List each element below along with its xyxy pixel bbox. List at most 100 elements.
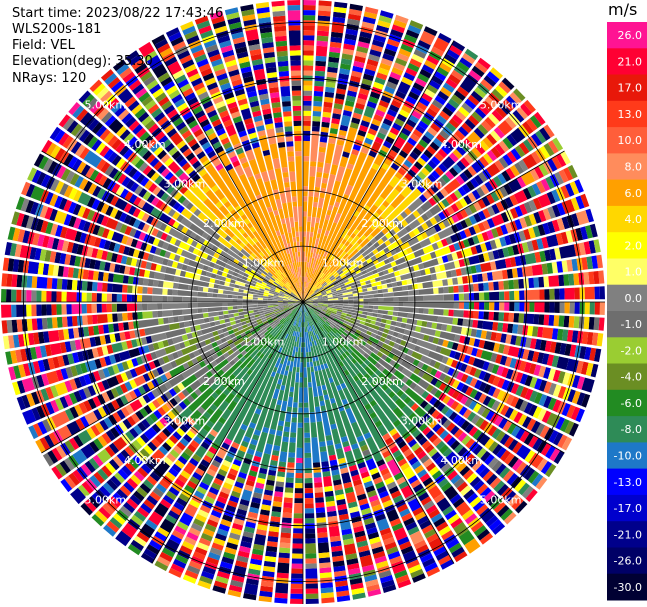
ray-gate xyxy=(348,567,361,575)
ray-gate xyxy=(387,29,420,85)
ray-gate xyxy=(332,560,345,567)
ray-gate xyxy=(338,457,346,465)
ray-gate xyxy=(146,391,156,401)
ray-gate xyxy=(202,566,216,575)
ray-gate xyxy=(304,493,318,579)
ray-gate xyxy=(161,139,172,149)
ray-gate xyxy=(150,172,285,287)
ray-gate xyxy=(242,14,303,302)
ray-gate xyxy=(419,194,428,203)
ppi-ray xyxy=(194,15,303,302)
ray-gate xyxy=(450,191,556,243)
ray-gate xyxy=(305,553,317,559)
ray-gate xyxy=(303,260,568,302)
ray-gate xyxy=(83,358,139,385)
ray-gate xyxy=(527,176,555,198)
ray-gate xyxy=(11,274,18,287)
ray-gate xyxy=(147,442,172,467)
ray-gate xyxy=(221,114,237,137)
ray-gate xyxy=(210,459,242,519)
ray-gate xyxy=(139,502,169,539)
ray-gate xyxy=(274,502,293,599)
ray-gate xyxy=(149,157,160,168)
ray-gate xyxy=(68,102,137,163)
ray-gate xyxy=(250,53,263,61)
range-ring-label: 4.00km xyxy=(440,138,482,151)
ppi-ray xyxy=(303,302,604,347)
ray-gate xyxy=(316,517,334,599)
ray-gate xyxy=(407,62,420,73)
ray-gate xyxy=(401,76,413,86)
ray-gate xyxy=(303,302,453,458)
ray-gate xyxy=(171,150,201,183)
ray-gate xyxy=(218,471,247,532)
ray-gate xyxy=(514,479,538,502)
ray-gate xyxy=(184,447,194,457)
ray-gate xyxy=(539,124,555,141)
ray-gate xyxy=(144,119,156,130)
ray-gate xyxy=(510,396,520,408)
ray-gate xyxy=(408,114,420,124)
ray-gate xyxy=(380,95,392,104)
ppi-ray xyxy=(303,0,316,302)
ray-gate xyxy=(542,327,589,345)
ray-gate xyxy=(279,547,291,554)
colorbar-band xyxy=(607,416,647,443)
ray-gate xyxy=(116,294,122,302)
ray-gate xyxy=(580,226,588,240)
ray-gate xyxy=(426,40,466,94)
ray-gate xyxy=(532,225,541,238)
ray-gate xyxy=(126,294,132,302)
ppi-ray xyxy=(303,302,494,545)
ray-gate xyxy=(443,118,538,195)
ray-gate xyxy=(240,4,272,115)
ray-gate xyxy=(162,307,290,364)
ray-gate xyxy=(238,304,279,313)
range-ring-label: 2.00km xyxy=(361,375,403,388)
ray-gate xyxy=(168,31,182,42)
range-ring-label: 3.00km xyxy=(164,177,206,190)
ray-gate xyxy=(514,256,522,267)
ray-gate xyxy=(307,304,481,425)
colorbar-band xyxy=(607,100,647,128)
colorbar-tick-label: -4.0 xyxy=(621,371,642,384)
ray-gate xyxy=(54,148,134,202)
ray-gate xyxy=(535,476,548,490)
ray-gate xyxy=(97,271,129,284)
ppi-ray xyxy=(303,302,506,535)
ray-gate xyxy=(393,472,404,481)
ray-gate xyxy=(176,223,261,277)
ray-gate xyxy=(548,430,559,444)
ray-gate xyxy=(184,92,196,102)
ppi-ray xyxy=(271,0,303,302)
ray-gate xyxy=(423,26,438,37)
azimuth-spoke xyxy=(302,301,565,454)
ray-gate xyxy=(182,306,295,370)
ray-gate xyxy=(114,84,304,302)
ray-gate xyxy=(234,302,303,462)
ray-gate xyxy=(125,116,137,128)
ray-gate xyxy=(186,531,199,542)
ppi-ray xyxy=(303,111,546,302)
ray-gate xyxy=(11,312,138,333)
ray-gate xyxy=(521,242,529,253)
ray-gate xyxy=(76,244,118,263)
ray-gate xyxy=(336,498,346,506)
ray-gate xyxy=(177,78,213,132)
ray-gate xyxy=(6,303,283,333)
ray-gate xyxy=(353,107,364,115)
ray-gate xyxy=(150,302,303,360)
ray-gate xyxy=(222,482,233,490)
ray-gate xyxy=(342,16,376,117)
ray-gate xyxy=(330,199,538,291)
ray-gate xyxy=(327,263,358,286)
ray-gate xyxy=(141,115,178,157)
ray-gate xyxy=(170,132,184,146)
ray-gate xyxy=(234,120,246,133)
ray-gate xyxy=(227,17,271,157)
ray-gate xyxy=(140,71,195,144)
ray-gate xyxy=(144,99,157,111)
ray-gate xyxy=(205,44,219,53)
ray-gate xyxy=(138,396,147,407)
ray-gate xyxy=(317,306,495,373)
